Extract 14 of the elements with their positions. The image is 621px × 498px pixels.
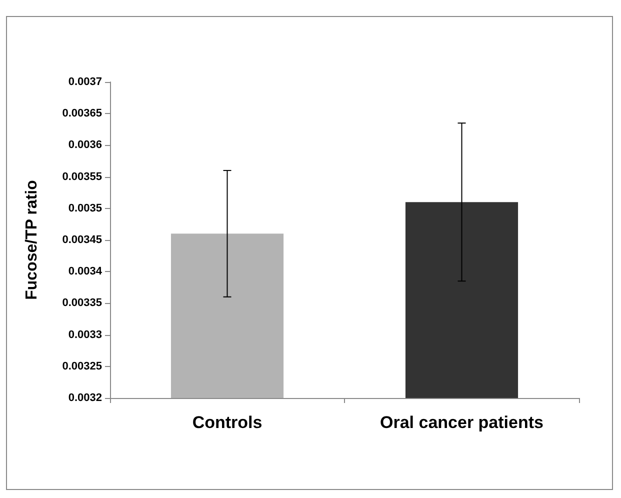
y-tick-label: 0.00355 xyxy=(62,170,102,183)
y-tick-label: 0.00345 xyxy=(62,234,102,246)
y-tick-label: 0.0034 xyxy=(68,266,103,278)
y-tick-label: 0.0036 xyxy=(68,139,102,152)
y-tick-label: 0.0033 xyxy=(68,328,102,341)
y-tick-label: 0.0035 xyxy=(68,202,102,214)
y-tick-label: 0.00335 xyxy=(62,297,102,310)
y-axis-title: Fucose/TP ratio xyxy=(24,180,40,300)
y-tick-label: 0.00325 xyxy=(62,360,102,372)
y-tick-label: 0.00365 xyxy=(62,108,102,120)
x-tick-label: Oral cancer patients xyxy=(380,413,544,432)
x-tick-label: Controls xyxy=(192,413,262,432)
y-tick-label: 0.0032 xyxy=(68,392,102,404)
y-tick-label: 0.0037 xyxy=(68,76,102,88)
